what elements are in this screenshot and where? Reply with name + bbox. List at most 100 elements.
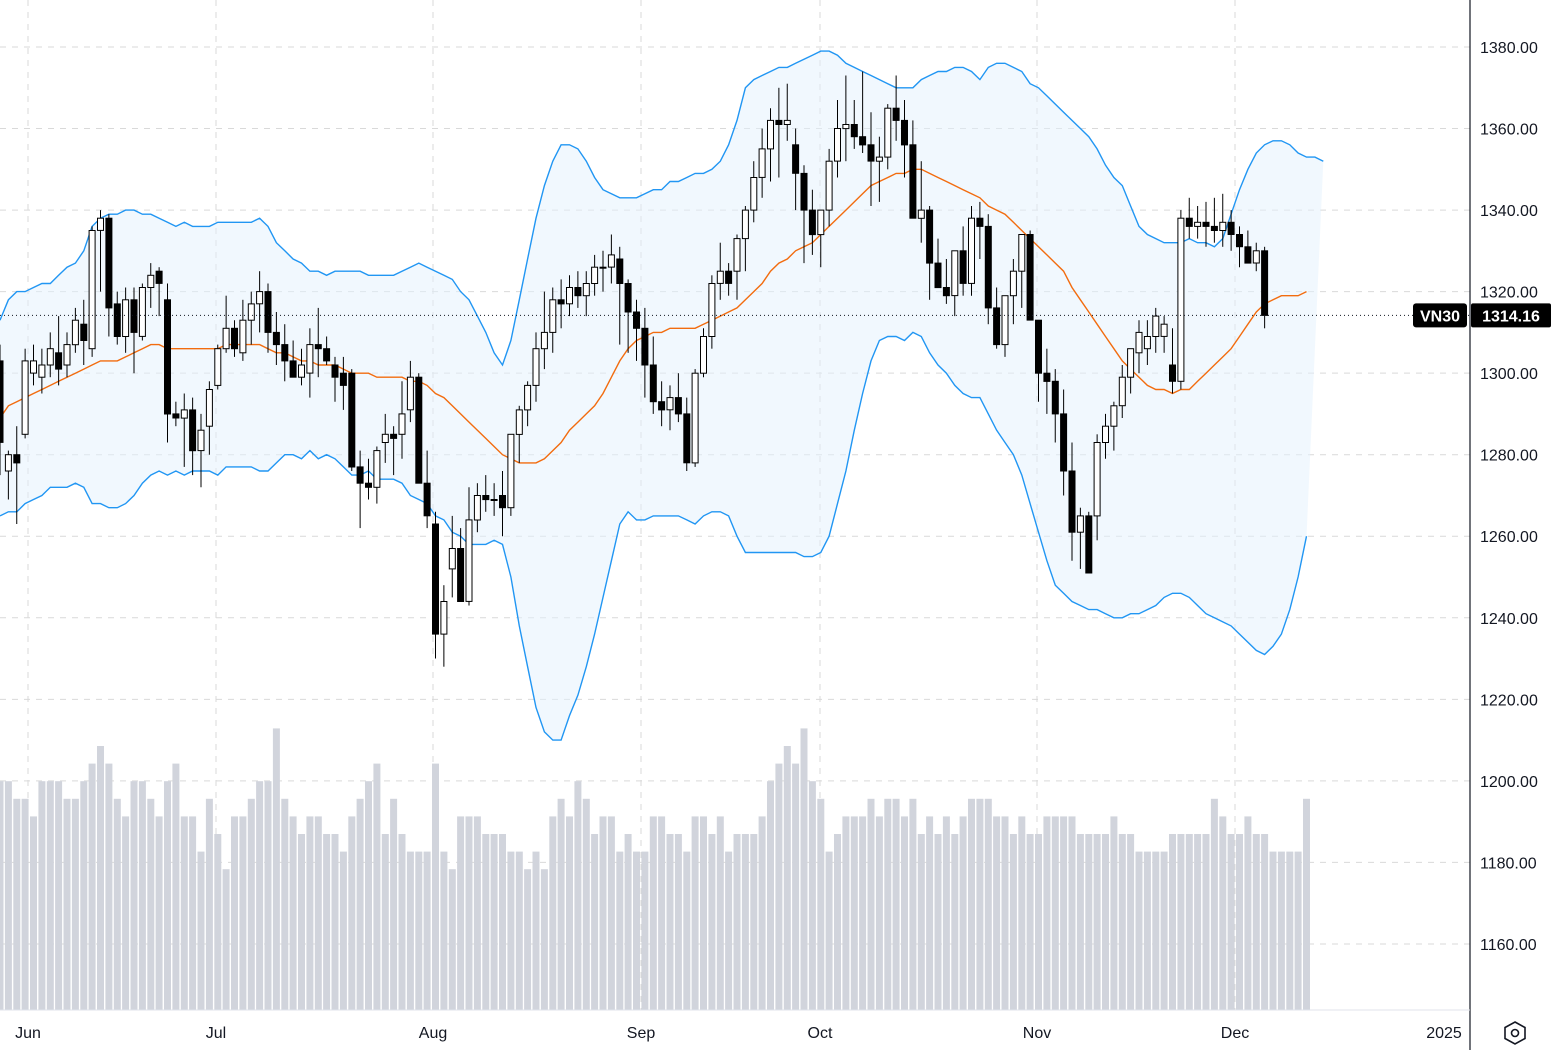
candle[interactable] (641, 307, 649, 398)
candle[interactable] (122, 287, 130, 353)
candle[interactable] (381, 413, 389, 463)
candle[interactable] (180, 393, 188, 467)
candle[interactable] (1018, 234, 1026, 308)
candle[interactable] (138, 283, 146, 341)
candle[interactable] (80, 299, 88, 365)
candle[interactable] (88, 226, 96, 357)
candle[interactable] (926, 206, 934, 300)
candle[interactable] (113, 291, 121, 345)
candle[interactable] (21, 348, 29, 439)
candlesticks[interactable] (0, 71, 1269, 667)
candle[interactable] (683, 397, 691, 471)
candle[interactable] (1001, 295, 1009, 357)
candle[interactable] (1035, 319, 1042, 402)
candle[interactable] (457, 528, 465, 602)
candle[interactable] (1051, 369, 1059, 443)
candle[interactable] (339, 356, 347, 410)
candle[interactable] (649, 336, 657, 414)
candle[interactable] (834, 100, 841, 178)
candle[interactable] (499, 471, 506, 537)
candle[interactable] (1236, 226, 1243, 268)
candle[interactable] (1244, 230, 1252, 264)
candle[interactable] (599, 250, 607, 292)
candle[interactable] (549, 287, 557, 353)
candle[interactable] (306, 328, 314, 398)
candle[interactable] (298, 348, 305, 386)
candle[interactable] (0, 344, 4, 476)
candle[interactable] (532, 332, 540, 402)
candle[interactable] (348, 369, 356, 471)
candle[interactable] (582, 271, 590, 317)
candle[interactable] (172, 401, 180, 427)
candle[interactable] (750, 161, 758, 223)
candle[interactable] (708, 275, 716, 349)
candle[interactable] (231, 320, 238, 357)
candle[interactable] (1076, 507, 1084, 569)
candle[interactable] (264, 283, 272, 353)
candle[interactable] (1060, 389, 1068, 496)
candle[interactable] (1135, 320, 1143, 374)
candle[interactable] (490, 483, 498, 516)
candle[interactable] (415, 373, 423, 484)
candle[interactable] (406, 360, 414, 423)
candle[interactable] (1026, 230, 1034, 321)
candle[interactable] (909, 120, 917, 219)
candle[interactable] (658, 381, 666, 427)
candle[interactable] (700, 328, 707, 378)
candle[interactable] (155, 267, 163, 317)
candle[interactable] (825, 148, 833, 227)
candle[interactable] (800, 165, 808, 264)
candle[interactable] (4, 450, 12, 500)
candle[interactable] (666, 385, 674, 431)
candle[interactable] (1169, 328, 1176, 394)
candle[interactable] (1227, 210, 1235, 251)
candle[interactable] (1043, 348, 1051, 414)
candle[interactable] (524, 381, 532, 427)
candle[interactable] (440, 585, 448, 667)
candle[interactable] (222, 295, 230, 353)
candle[interactable] (574, 271, 582, 308)
candle[interactable] (164, 283, 171, 443)
candle[interactable] (993, 287, 1001, 349)
candle[interactable] (616, 246, 624, 345)
candle[interactable] (473, 483, 481, 533)
candle[interactable] (901, 100, 908, 178)
candle[interactable] (515, 405, 523, 463)
candle[interactable] (1160, 316, 1168, 353)
candle[interactable] (1152, 307, 1160, 353)
candle[interactable] (71, 307, 79, 353)
candle[interactable] (1194, 206, 1202, 239)
candle[interactable] (875, 136, 883, 202)
candle[interactable] (733, 234, 741, 300)
candle[interactable] (423, 450, 431, 529)
candle[interactable] (540, 291, 548, 370)
candle[interactable] (482, 475, 490, 512)
candle[interactable] (942, 259, 950, 304)
candle[interactable] (205, 381, 213, 455)
candle[interactable] (1143, 320, 1151, 365)
candle[interactable] (917, 161, 925, 243)
candle[interactable] (365, 458, 372, 500)
candle[interactable] (189, 397, 197, 476)
candle[interactable] (959, 226, 967, 296)
candle[interactable] (1068, 442, 1076, 561)
candle[interactable] (465, 487, 473, 606)
candle[interactable] (968, 206, 975, 296)
candle[interactable] (934, 238, 942, 289)
candle[interactable] (1009, 259, 1017, 325)
settings-button[interactable] (1500, 1018, 1530, 1048)
candle[interactable] (1177, 210, 1185, 390)
candle[interactable] (691, 369, 699, 467)
candle[interactable] (1252, 242, 1260, 272)
candle[interactable] (432, 511, 439, 659)
candle[interactable] (767, 108, 774, 182)
candle[interactable] (1102, 413, 1109, 459)
candle[interactable] (1085, 511, 1093, 574)
candle[interactable] (130, 287, 138, 374)
candle[interactable] (97, 210, 104, 292)
candle[interactable] (331, 356, 339, 402)
candle[interactable] (38, 348, 46, 394)
candle[interactable] (390, 426, 398, 476)
candle[interactable] (398, 381, 406, 459)
